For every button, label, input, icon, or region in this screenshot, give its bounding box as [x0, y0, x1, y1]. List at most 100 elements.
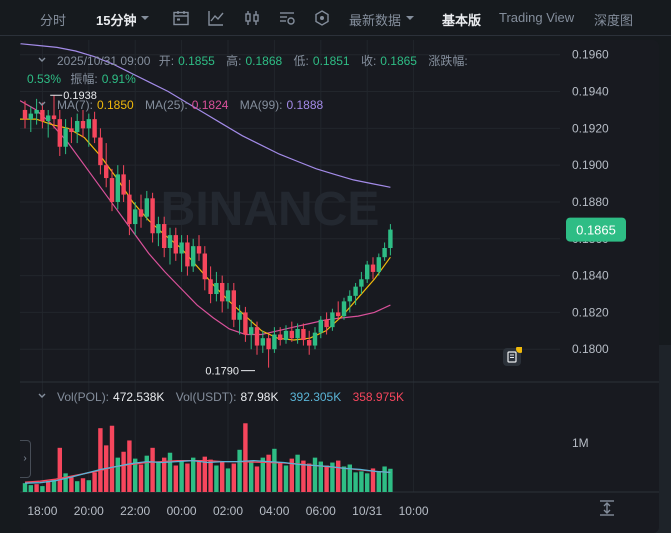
- calendar-icon[interactable]: [172, 9, 190, 27]
- volume-bar: [312, 457, 318, 492]
- candle-body: [75, 120, 80, 133]
- ma99-value: 0.1888: [286, 98, 324, 112]
- candle-body: [63, 128, 68, 147]
- candle-body: [318, 319, 323, 333]
- candle-body: [220, 282, 225, 302]
- candle-body: [307, 340, 312, 346]
- candle-body: [51, 115, 57, 120]
- close-value: 0.1865: [380, 54, 417, 68]
- price-tick-label: 0.1940: [572, 85, 609, 99]
- hexagon-settings-icon[interactable]: [313, 9, 331, 27]
- candle-body: [312, 332, 318, 346]
- candle-body: [179, 242, 184, 254]
- time-tick-label: 10/31: [352, 504, 382, 518]
- tab-basic[interactable]: 基本版: [442, 13, 482, 28]
- tab-depth[interactable]: 深度图: [594, 13, 634, 28]
- time-tick-label: 04:00: [259, 504, 289, 518]
- candle-body: [34, 109, 39, 114]
- collapse-chevron-icon[interactable]: [37, 99, 47, 109]
- candle-body: [365, 264, 370, 280]
- ma-legend: MA(7): 0.1850 MA(25): 0.1824 MA(99): 0.1888: [37, 98, 323, 112]
- latest-data-dropdown-icon[interactable]: [405, 13, 415, 23]
- chart-settings-icon[interactable]: [278, 9, 296, 27]
- vol-ma-a-value: 392.305K: [289, 390, 342, 404]
- volume-bar: [150, 447, 155, 492]
- interval-dropdown-icon[interactable]: [140, 13, 150, 23]
- time-tick-label: 22:00: [120, 504, 150, 518]
- amplitude-value: 0.91%: [101, 72, 136, 86]
- volume-bar: [225, 468, 231, 492]
- price-tick-label: 0.1920: [572, 121, 609, 135]
- candle-body: [150, 198, 155, 234]
- candle-body: [115, 174, 120, 202]
- interval-selector[interactable]: 15分钟: [96, 13, 137, 28]
- price-tick-label: 0.1900: [572, 158, 609, 172]
- candle-body: [336, 312, 341, 317]
- volume-bar: [243, 423, 248, 492]
- candle-body: [167, 235, 173, 248]
- volume-bar: [202, 456, 207, 492]
- candle-body: [127, 194, 132, 225]
- candle-body: [86, 119, 91, 129]
- volume-bar: [359, 471, 364, 492]
- notes-icon[interactable]: [502, 347, 522, 367]
- candlestick-chart[interactable]: BINANCE 0.1960 0.1940 0.1920 0.1900 0.1880 0.…: [20, 40, 659, 533]
- indicator-chart-icon[interactable]: [207, 9, 225, 27]
- chart-area[interactable]: BINANCE 0.1960 0.1940 0.1920 0.1900 0.1880 0.…: [20, 40, 659, 533]
- volume-bar: [266, 454, 271, 492]
- volume-bar: [376, 471, 381, 492]
- price-tick-label: 0.1800: [572, 342, 609, 356]
- volume-bar: [283, 465, 289, 492]
- volume-bar: [196, 461, 202, 492]
- tab-tradingview[interactable]: Trading View: [499, 10, 575, 25]
- fit-height-icon[interactable]: [598, 499, 616, 517]
- candle-body: [214, 282, 219, 295]
- candle-body: [173, 235, 178, 254]
- volume-bar: [220, 461, 225, 492]
- candle-body: [249, 327, 254, 335]
- latest-data-button[interactable]: 最新数据: [349, 13, 402, 28]
- candle-body: [202, 253, 207, 280]
- candle-body: [69, 128, 74, 133]
- candle-body: [104, 165, 109, 179]
- volume-bar: [173, 465, 178, 492]
- volume-bar: [347, 464, 352, 492]
- volume-bar: [156, 461, 161, 492]
- volume-bar: [80, 478, 86, 492]
- expand-panel-tab[interactable]: ›: [20, 440, 31, 478]
- close-label: 收:: [360, 54, 377, 68]
- volume-bar: [98, 428, 103, 492]
- volume-bar: [63, 473, 68, 492]
- price-tick-label: 0.1960: [572, 48, 609, 62]
- collapse-chevron-icon[interactable]: [37, 55, 47, 65]
- candle-body: [98, 137, 103, 166]
- change-value: 0.53%: [27, 72, 62, 86]
- candle-body: [109, 178, 115, 202]
- time-sharing-button[interactable]: 分时: [40, 13, 67, 28]
- volume-bar: [254, 466, 260, 492]
- volume-bar: [144, 455, 149, 492]
- candle-body: [46, 115, 51, 121]
- current-price-label: 0.1865: [576, 223, 616, 238]
- volume-bar: [115, 457, 120, 492]
- volume-bar: [382, 466, 387, 492]
- collapse-chevron-icon[interactable]: [37, 391, 47, 401]
- candle-body: [324, 319, 329, 328]
- candle-body: [57, 119, 62, 147]
- volume-bar: [370, 468, 376, 492]
- volume-bar: [388, 468, 393, 492]
- candle-body: [22, 109, 28, 120]
- candle-body: [225, 290, 231, 302]
- candlestick-type-icon[interactable]: [243, 9, 261, 27]
- change-label: 涨跌幅:: [428, 54, 468, 68]
- low-value: 0.1851: [312, 54, 350, 68]
- max-price-label: 0.1938: [63, 90, 97, 102]
- candle-body: [289, 330, 294, 339]
- volume-bar: [86, 480, 91, 492]
- ohlc-legend: 2025/10/31 09:00 开: 0.1855 高: 0.1868 低: 0.1…: [37, 52, 468, 69]
- volume-bar: [185, 463, 190, 492]
- time-tick-label: 18:00: [27, 504, 57, 518]
- ma7-label: MA(7):: [57, 98, 93, 112]
- vol-pol-value: 472.538K: [113, 390, 165, 404]
